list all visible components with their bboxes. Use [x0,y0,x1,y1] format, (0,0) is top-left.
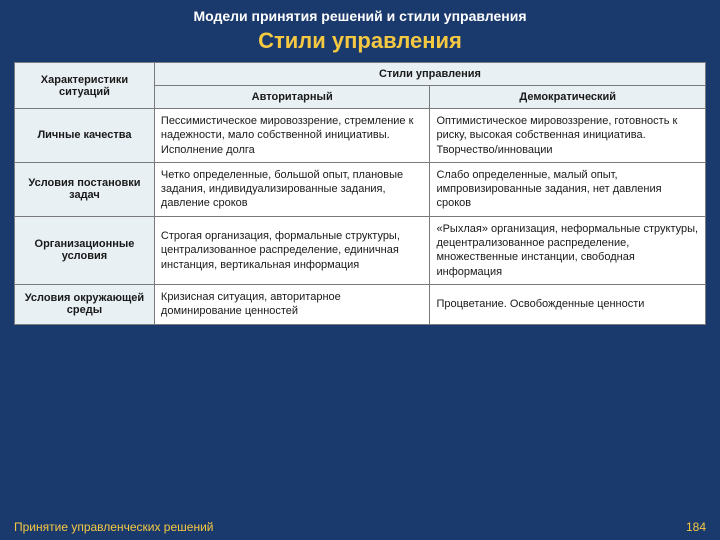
col-styles: Стили управления [154,63,705,86]
cell-b: Слабо определенные, малый опыт, импровиз… [430,162,706,216]
cell-a: Строгая организация, формальные структур… [154,216,430,284]
col-democratic: Демократический [430,86,706,109]
header-main: Стили управления [0,26,720,62]
row-label: Организационные условия [15,216,155,284]
footer: Принятие управленческих решений 184 [14,520,706,534]
footer-left: Принятие управленческих решений [14,520,213,534]
cell-b: «Рыхлая» организация, неформальные струк… [430,216,706,284]
col-characteristics: Характеристики ситуаций [15,63,155,109]
header-top: Модели принятия решений и стили управлен… [0,0,720,26]
table-row: Личные качества Пессимистическое мировоз… [15,109,706,163]
row-label: Личные качества [15,109,155,163]
cell-b: Процветание. Освобожденные ценности [430,284,706,324]
table-row: Условия постановки задач Четко определен… [15,162,706,216]
table-row: Условия окружающей среды Кризисная ситуа… [15,284,706,324]
col-authoritarian: Авторитарный [154,86,430,109]
footer-page: 184 [686,520,706,534]
cell-a: Четко определенные, большой опыт, планов… [154,162,430,216]
styles-table: Характеристики ситуаций Стили управления… [14,62,706,325]
cell-b: Оптимистическое мировоззрение, готовност… [430,109,706,163]
row-label: Условия постановки задач [15,162,155,216]
table-row: Организационные условия Строгая организа… [15,216,706,284]
cell-a: Кризисная ситуация, авторитарное доминир… [154,284,430,324]
row-label: Условия окружающей среды [15,284,155,324]
cell-a: Пессимистическое мировоззрение, стремлен… [154,109,430,163]
